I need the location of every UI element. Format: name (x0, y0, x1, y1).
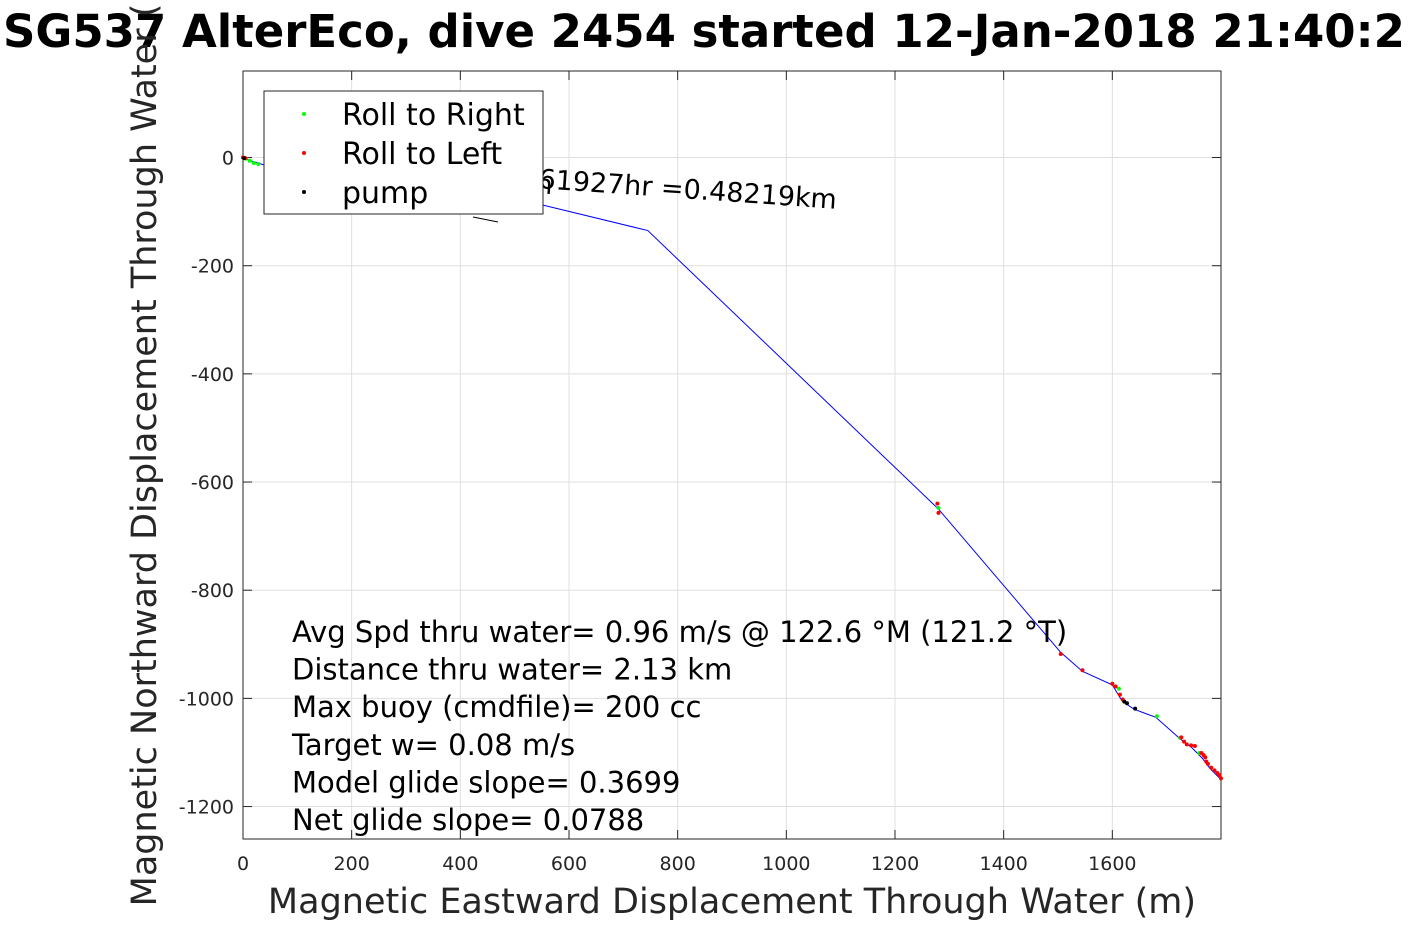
roll-to-left-point (1217, 773, 1222, 778)
roll-to-left-point (1179, 735, 1184, 740)
annotation-line: Max buoy (cmdfile)= 200 cc (292, 690, 701, 724)
y-tick-label: 0 (222, 148, 234, 170)
annotation-line: Net glide slope= 0.0788 (292, 803, 644, 837)
roll-to-left-point (1058, 652, 1063, 657)
grid (242, 71, 1221, 839)
y-tick-label: -400 (191, 364, 234, 386)
roll-to-right-point (251, 160, 256, 165)
legend-box (263, 90, 544, 215)
annotation-line: Distance thru water= 2.13 km (292, 653, 732, 687)
roll-to-left-point (1209, 765, 1214, 770)
roll-to-right-point (247, 158, 252, 163)
legend: Roll to Right Roll to Left pump (263, 90, 544, 215)
roll-to-left-point (1110, 681, 1115, 686)
slanted-note-pointer (472, 216, 499, 223)
y-tick-label: -800 (191, 580, 234, 602)
roll-to-left-point (1189, 743, 1194, 748)
roll-to-left-point (1080, 668, 1085, 673)
annotations: Avg Spd thru water= 0.96 m/s @ 122.6 °M … (291, 615, 1067, 837)
x-tick-label: 1200 (871, 853, 919, 875)
plot-frame (242, 70, 1222, 840)
roll-to-left-point (1205, 761, 1210, 766)
x-tick-label: 1600 (1088, 853, 1136, 875)
legend-label-roll-to-right: Roll to Right (342, 98, 525, 133)
x-tick-label: 0 (237, 853, 249, 875)
legend-label-roll-to-left: Roll to Left (342, 137, 502, 172)
y-axis-label: Magnetic Northward Displacement Through … (125, 4, 165, 907)
pump-point (1125, 701, 1130, 706)
y-tick-label: -600 (191, 472, 234, 494)
pump-point (1133, 706, 1138, 711)
roll-to-right-point (936, 506, 941, 511)
annotation-line: Avg Spd thru water= 0.96 m/s @ 122.6 °M … (292, 615, 1067, 649)
legend-marker-roll-to-right (302, 112, 306, 116)
ticks: 0 200 400 600 800 1000 1200 1400 1600 0 -200 -400 -6… (179, 71, 1221, 875)
x-tick-label: 600 (551, 853, 587, 875)
x-axis-label: Magnetic Eastward Displacement Through W… (268, 882, 1196, 922)
roll-to-right-point (256, 162, 261, 167)
roll-to-left-point (1117, 692, 1122, 697)
x-tick-label: 800 (660, 853, 696, 875)
plot-area (241, 155, 1223, 781)
roll-to-right-point (1116, 686, 1121, 691)
x-tick-label: 1400 (979, 853, 1027, 875)
legend-marker-pump (302, 190, 306, 194)
roll-to-left-point (1192, 743, 1197, 748)
chart-title: SG537 AlterEco, dive 2454 started 12-Jan… (3, 5, 1405, 58)
legend-label-pump: pump (342, 176, 428, 211)
x-tick-label: 1000 (762, 853, 810, 875)
y-tick-label: -1200 (179, 797, 234, 819)
annotation-line: Model glide slope= 0.3699 (292, 765, 680, 799)
roll-to-left-point (1184, 742, 1189, 747)
roll-to-left-point (1182, 739, 1187, 744)
pump-point (242, 156, 247, 161)
x-tick-label: 400 (442, 853, 478, 875)
y-tick-label: -200 (191, 256, 234, 278)
roll-to-left-point (936, 510, 941, 515)
slanted-note: 61927hr =0.48219km (538, 164, 838, 216)
annotation-line: Target w= 0.08 m/s (291, 728, 575, 762)
roll-to-left-point (1113, 684, 1118, 689)
roll-to-left-point (1203, 755, 1208, 760)
roll-to-left-point (1219, 776, 1223, 781)
x-tick-label: 200 (334, 853, 370, 875)
roll-to-left-point (935, 501, 940, 506)
roll-to-right-point (1154, 714, 1159, 719)
y-tick-label: -1000 (179, 688, 234, 710)
legend-marker-roll-to-left (302, 151, 306, 155)
roll-to-left-point (1212, 768, 1217, 773)
